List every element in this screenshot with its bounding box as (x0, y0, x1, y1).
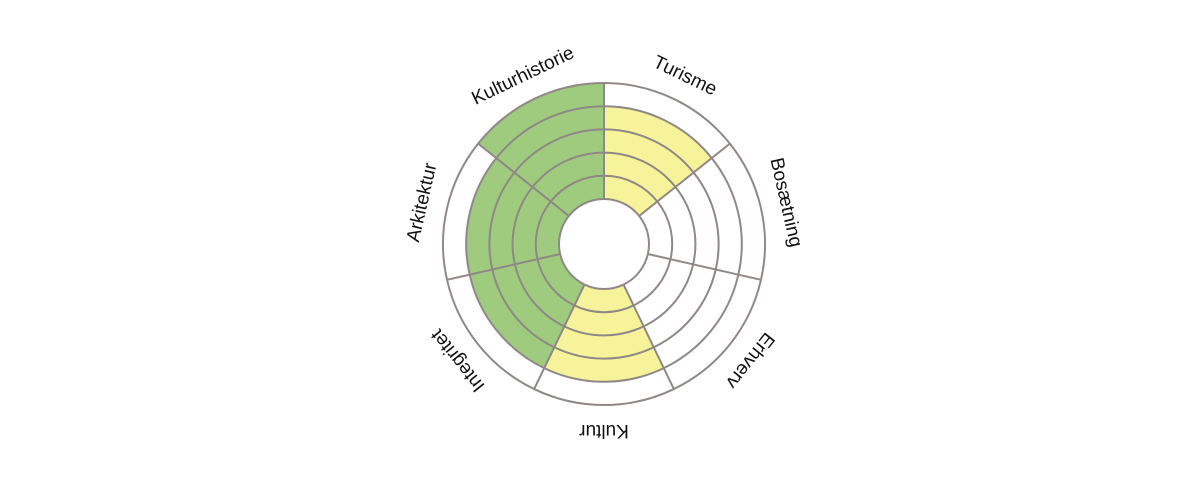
grid-arc-erhverv-3 (653, 269, 717, 349)
grid-arc-erhverv-5 (673, 279, 762, 390)
grid-arc-erhverv-2 (643, 264, 695, 328)
chart-grid (442, 82, 766, 406)
grid-arc-integritet-5 (446, 279, 535, 390)
grid-arc-integritet-3 (491, 269, 555, 349)
grid-arc-integritet-4 (468, 274, 545, 370)
grid-arc-kulturhistorie-2 (531, 151, 605, 188)
grid-arc-kultur-2 (563, 325, 645, 337)
grid-arc-kultur-1 (573, 304, 635, 314)
grid-arc-kultur-0 (584, 283, 624, 290)
label-kultur: Kultur (579, 420, 629, 441)
grid-arc-erhverv-1 (633, 258, 672, 307)
grid-arc-kulturhistorie-4 (495, 105, 605, 159)
grid-arc-bosætning-0 (638, 215, 650, 255)
grid-arc-kultur-4 (543, 367, 665, 383)
grid-arc-bosætning-1 (656, 200, 674, 260)
grid-arc-kultur-5 (533, 388, 675, 406)
grid-arc-integritet-0 (559, 253, 585, 286)
grid-arc-turisme-3 (603, 128, 695, 174)
grid-arc-integritet-1 (536, 258, 575, 307)
grid-arc-turisme-1 (603, 174, 659, 203)
grid-arc-bosætning-5 (729, 142, 766, 281)
grid-arc-bosætning-4 (710, 157, 743, 275)
grid-arc-arkitektur-2 (511, 186, 534, 265)
grid-arc-kulturhistorie-5 (477, 82, 605, 145)
grid-arc-arkitektur-0 (558, 215, 570, 255)
sector-divider-4 (622, 284, 675, 390)
sector-integritet (469, 254, 585, 369)
grid-arc-kulturhistorie-1 (549, 174, 605, 203)
grid-arc-arkitektur-5 (442, 142, 479, 281)
label-arkitektur: Arkitektur (403, 160, 441, 244)
grid-arc-bosætning-3 (692, 171, 720, 270)
grid-arc-arkitektur-1 (534, 200, 552, 260)
grid-arc-kulturhistorie-3 (513, 128, 605, 174)
sector-divider-5 (533, 284, 586, 390)
grid-arc-integritet-2 (513, 264, 565, 328)
sector-divider-0 (477, 142, 570, 217)
sector-divider-3 (647, 253, 762, 281)
grid-arc-turisme-4 (603, 105, 713, 159)
grid-arc-kultur-3 (553, 346, 655, 360)
grid-arc-erhverv-0 (623, 253, 649, 286)
grid-arc-bosætning-2 (674, 186, 697, 265)
grid-arc-turisme-5 (603, 82, 731, 145)
grid-arc-kulturhistorie-0 (568, 198, 605, 217)
grid-arc-turisme-0 (603, 198, 640, 217)
sector-kultur (544, 284, 664, 382)
sector-divider-6 (446, 253, 561, 281)
sector-divider-2 (638, 142, 731, 217)
grid-arc-turisme-2 (603, 151, 677, 188)
grid-arc-arkitektur-3 (488, 171, 516, 270)
label-bosætning: Bosætning (765, 156, 806, 249)
grid-arc-erhverv-4 (663, 274, 740, 370)
grid-arc-arkitektur-4 (465, 157, 498, 275)
sector-turisme (604, 106, 712, 216)
